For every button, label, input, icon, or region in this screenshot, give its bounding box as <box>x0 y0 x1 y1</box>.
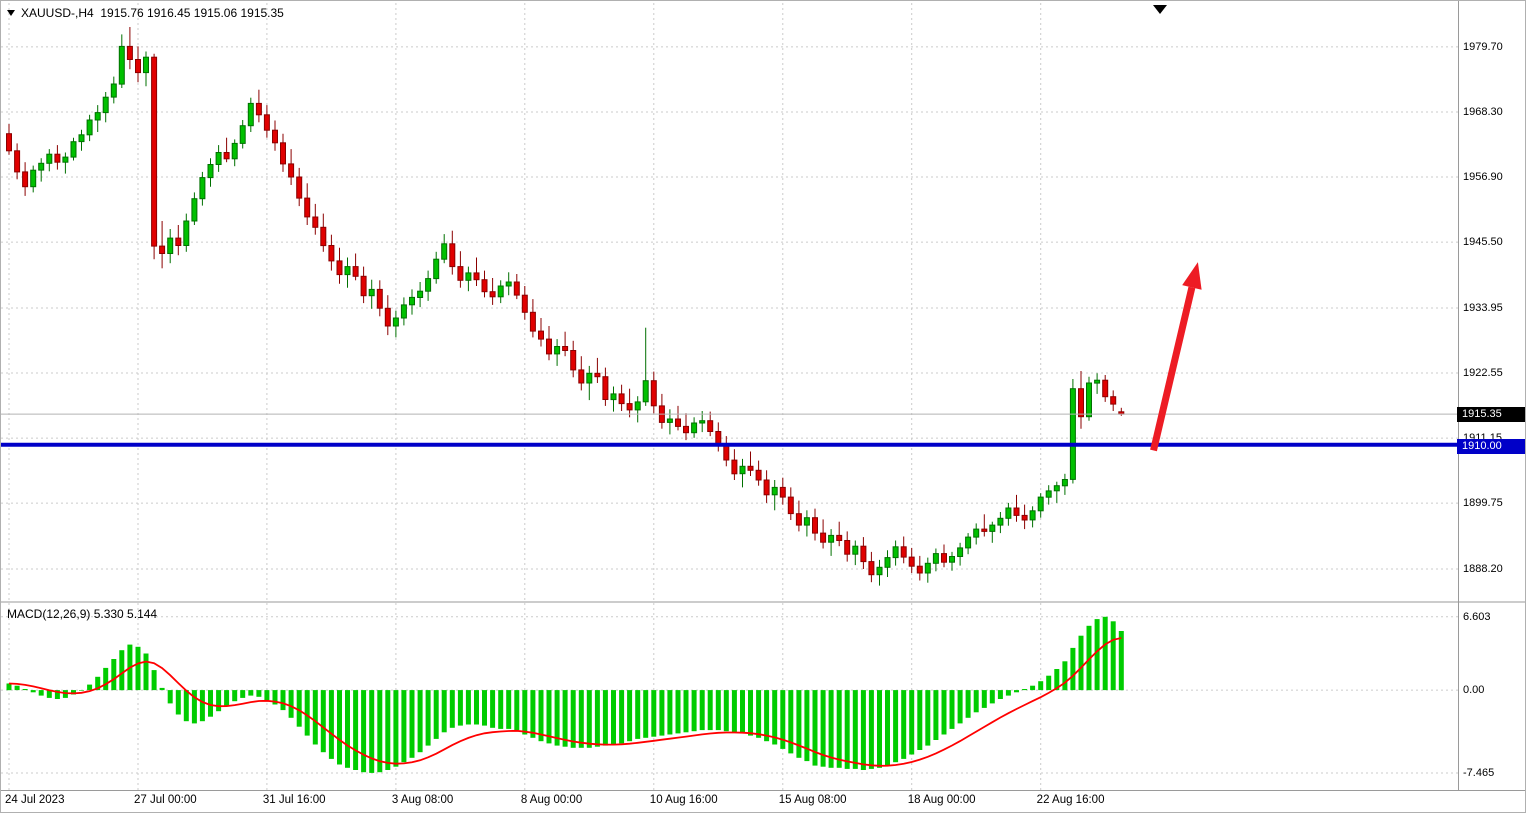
symbol-ohlc-text: XAUUSD-,H4 1915.76 1916.45 1915.06 1915.… <box>21 6 284 20</box>
support-price-badge: 1910.00 <box>1457 439 1525 454</box>
macd-tick-label: -7.465 <box>1463 767 1495 779</box>
price-axis[interactable]: 1979.70 1968.30 1956.90 1945.50 1933.95 1922.… <box>1457 1 1525 791</box>
price-tick-label: 1956.90 <box>1463 171 1503 183</box>
price-tick-label: 1933.95 <box>1463 302 1503 314</box>
price-tick-label: 1922.55 <box>1463 367 1503 379</box>
macd-histogram <box>6 616 1124 773</box>
macd-indicator-label: MACD(12,26,9) 5.330 5.144 <box>7 607 158 621</box>
time-axis-label: 27 Jul 00:00 <box>133 794 197 806</box>
price-tick-label: 1968.30 <box>1463 106 1503 118</box>
macd-signal-line <box>8 637 1122 767</box>
symbol-dropdown-icon[interactable] <box>7 10 15 16</box>
time-axis-label: 10 Aug 16:00 <box>649 794 718 806</box>
grid-lines <box>1 3 1459 790</box>
price-tick-label: 1979.70 <box>1463 41 1503 53</box>
candlesticks <box>6 27 1125 586</box>
time-axis[interactable]: 24 Jul 2023 27 Jul 00:00 31 Jul 16:00 3 Aug… <box>1 791 1525 812</box>
macd-tick-label: 0.00 <box>1463 684 1485 696</box>
time-axis-label: 8 Aug 00:00 <box>520 794 583 806</box>
time-axis-label: 22 Aug 16:00 <box>1036 794 1105 806</box>
trend-arrow[interactable] <box>1150 262 1202 452</box>
time-axis-label: 24 Jul 2023 <box>5 794 65 806</box>
price-tick-label: 1945.50 <box>1463 236 1503 248</box>
macd-tick-label: 6.603 <box>1463 611 1491 623</box>
time-axis-label: 15 Aug 08:00 <box>778 794 847 806</box>
time-axis-label: 31 Jul 16:00 <box>262 794 326 806</box>
price-tick-label: 1899.75 <box>1463 497 1503 509</box>
current-price-badge: 1915.35 <box>1457 407 1525 422</box>
time-axis-label: 18 Aug 00:00 <box>907 794 976 806</box>
chart-shift-marker-icon[interactable] <box>1153 5 1167 14</box>
time-axis-label: 3 Aug 08:00 <box>391 794 454 806</box>
price-tick-label: 1888.20 <box>1463 563 1503 575</box>
symbol-ohlc-label: XAUUSD-,H4 1915.76 1916.45 1915.06 1915.… <box>7 6 284 20</box>
